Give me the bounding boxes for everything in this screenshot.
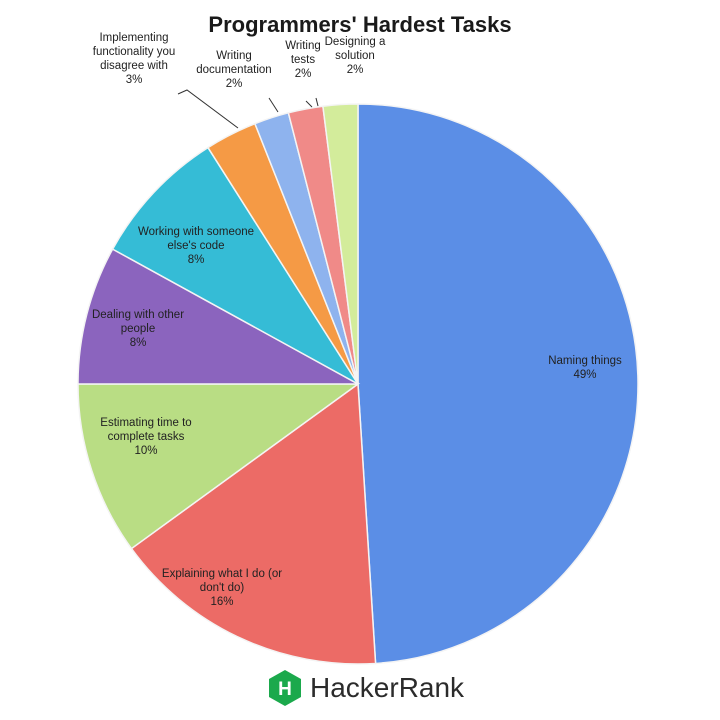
slice-label: Dealing with other people 8% (92, 309, 184, 349)
leader-line (315, 97, 319, 107)
pie-slice (357, 103, 639, 665)
pie-slice (130, 382, 377, 665)
brand-logo-letter: H (278, 679, 292, 700)
pie-slice (111, 146, 359, 385)
pie-slice (322, 103, 359, 385)
slice-label: Designing a solution 2% (325, 36, 386, 76)
slice-label: Implementing functionality you disagree wi… (93, 32, 175, 86)
pie-slice (77, 383, 361, 550)
slice-label: Explaining what I do (or don't do) 16% (162, 568, 282, 608)
pie-slice (77, 248, 359, 385)
slice-label: Working with someone else's code 8% (138, 226, 254, 266)
slice-label: Naming things 49% (548, 355, 622, 381)
slice-label: Estimating time to complete tasks 10% (100, 417, 191, 457)
brand-logo: H HackerRank (268, 668, 464, 708)
hackerrank-hexagon-icon: H (269, 670, 301, 706)
brand-name: HackerRank (310, 672, 465, 703)
leader-line (268, 97, 279, 113)
slice-label: Writing documentation 2% (196, 50, 271, 90)
chart-title: Programmers' Hardest Tasks (208, 12, 512, 37)
leader-line (177, 89, 239, 129)
slice-label: Writing tests 2% (285, 40, 321, 80)
leader-line (305, 100, 313, 108)
